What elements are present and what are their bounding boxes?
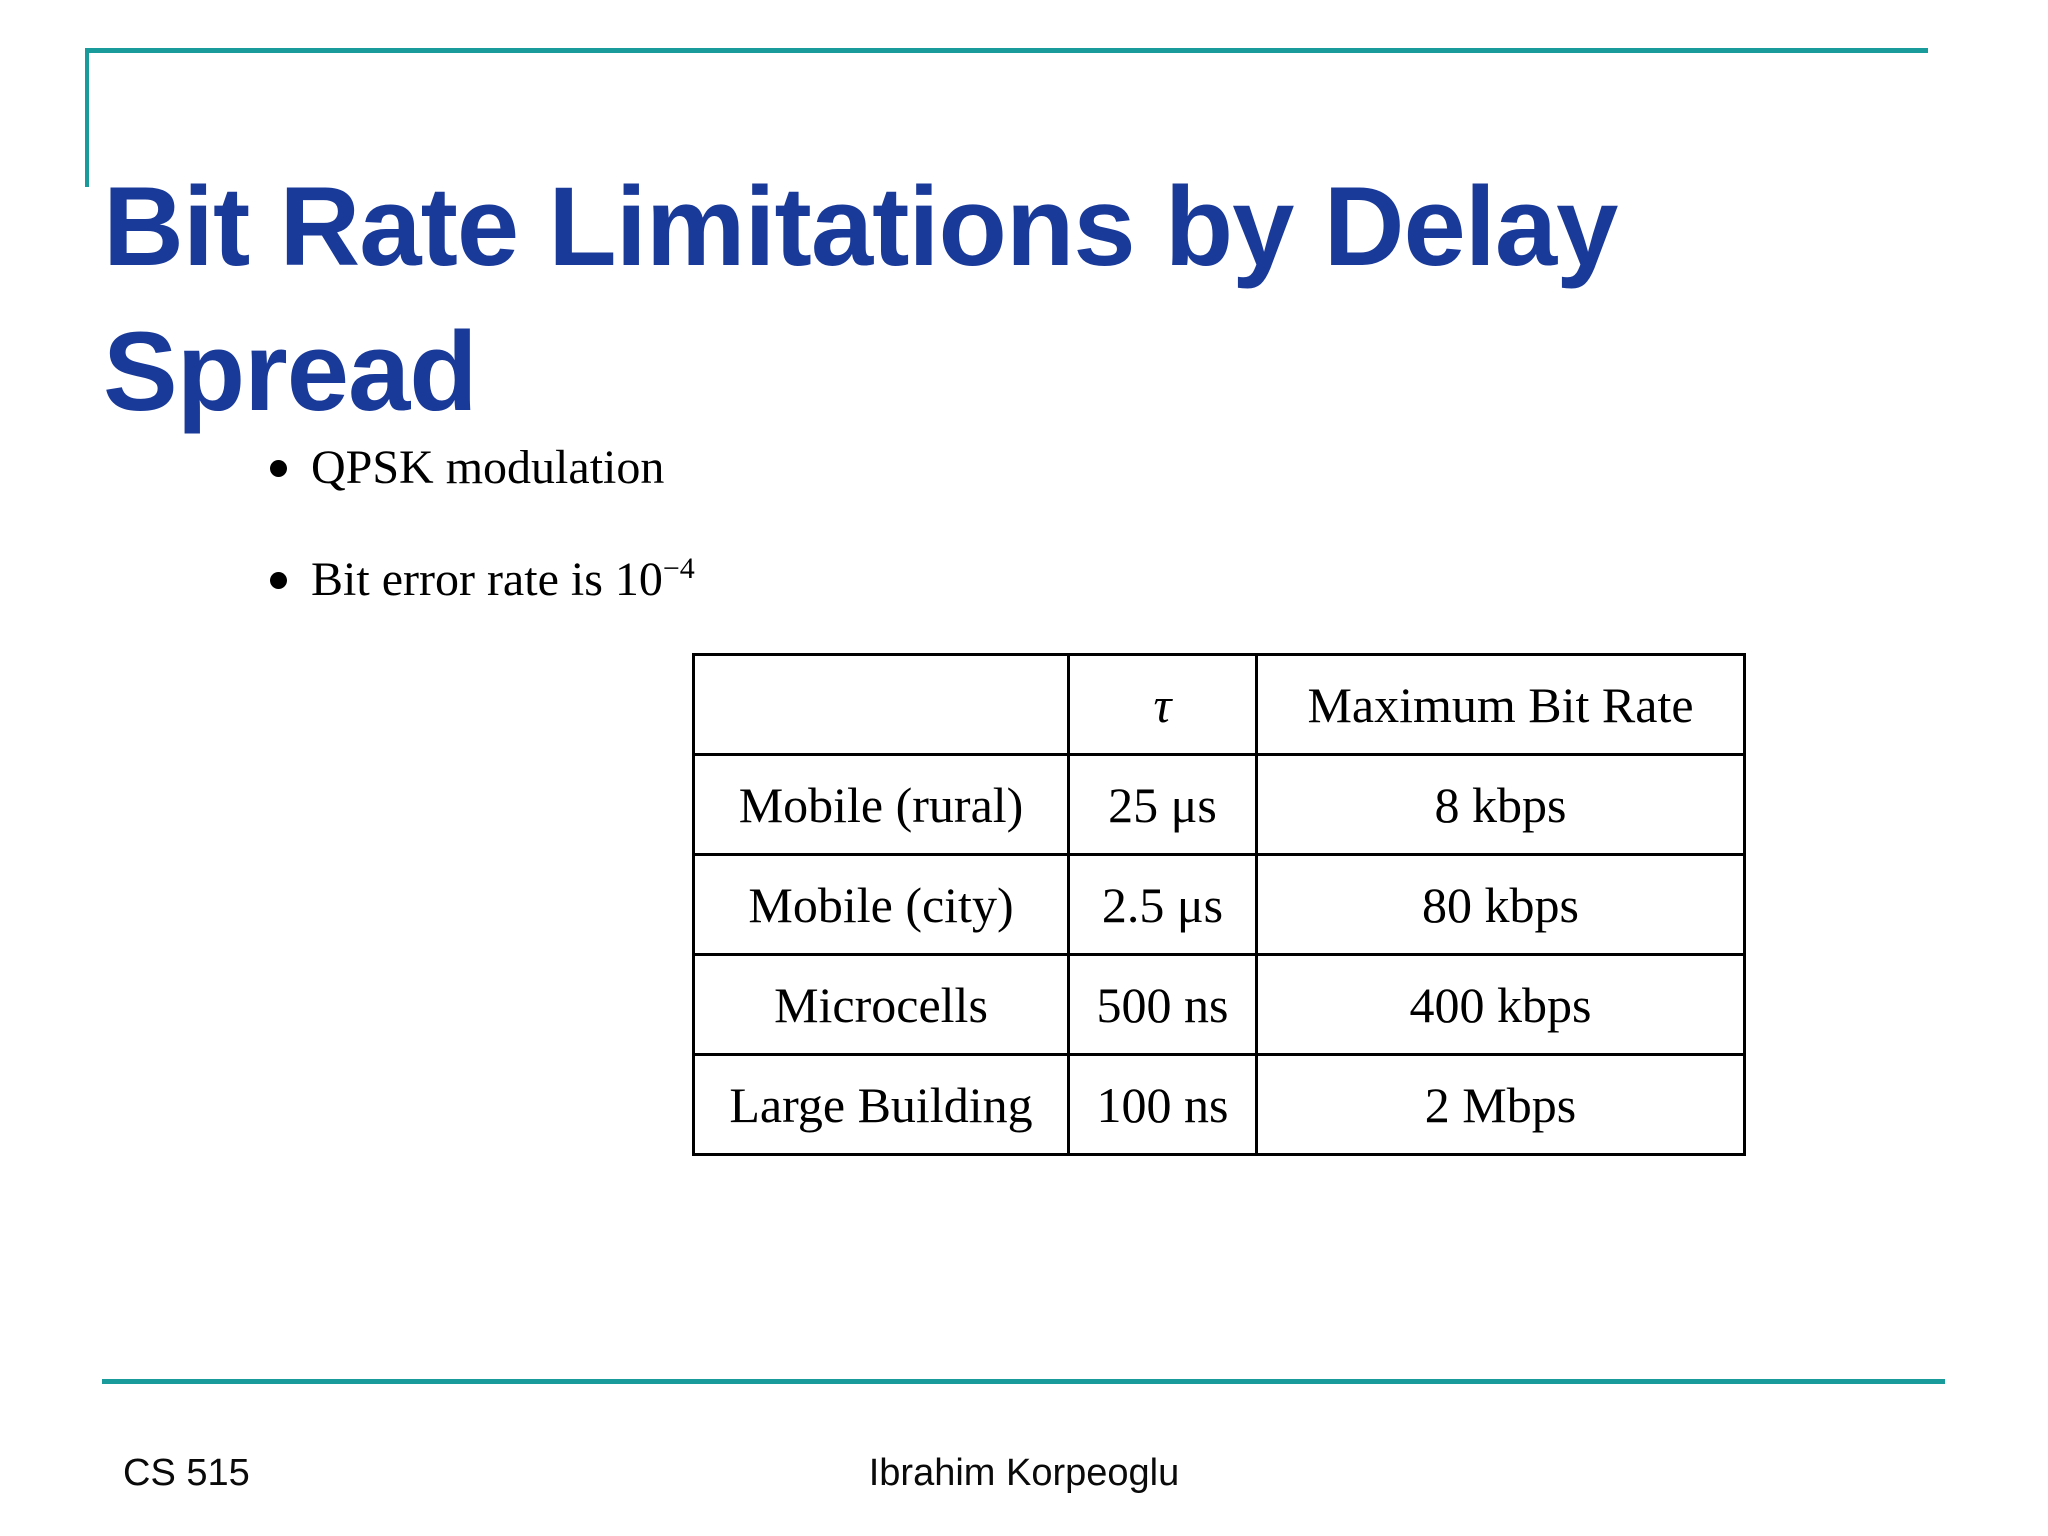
- bullet-text: QPSK modulation: [311, 438, 664, 498]
- footer-author-label: Ibrahim Korpeoglu: [868, 1452, 1180, 1494]
- bullet-icon: [270, 460, 287, 477]
- delay-spread-table: τ Maximum Bit Rate Mobile (rural) 25 μs …: [692, 653, 1746, 1156]
- header-cell-blank: [692, 653, 1070, 756]
- bullet-text-main: QPSK modulation: [311, 441, 665, 494]
- left-accent-line: [85, 48, 89, 187]
- cell-delay-spread: 25 μs: [1067, 753, 1258, 856]
- slide-title: Bit Rate Limitations by Delay Spread: [103, 154, 1618, 444]
- cell-delay-spread: 2.5 μs: [1067, 853, 1258, 956]
- table-row: Large Building 100 ns 2 Mbps: [692, 1053, 1746, 1156]
- cell-environment: Mobile (city): [692, 853, 1070, 956]
- cell-environment: Microcells: [692, 953, 1070, 1056]
- table-row: Mobile (rural) 25 μs 8 kbps: [692, 753, 1746, 856]
- cell-environment: Mobile (rural): [692, 753, 1070, 856]
- cell-max-bit-rate: 8 kbps: [1255, 753, 1746, 856]
- bullet-list: QPSK modulation Bit error rate is 10−4: [270, 438, 695, 662]
- bullet-icon: [270, 572, 287, 589]
- header-cell-tau: τ: [1067, 653, 1258, 756]
- cell-delay-spread: 500 ns: [1067, 953, 1258, 1056]
- bullet-item-ber: Bit error rate is 10−4: [270, 550, 695, 610]
- bullet-text: Bit error rate is 10−4: [311, 550, 695, 610]
- cell-delay-spread: 100 ns: [1067, 1053, 1258, 1156]
- table-header-row: τ Maximum Bit Rate: [692, 653, 1746, 756]
- table-row: Microcells 500 ns 400 kbps: [692, 953, 1746, 1056]
- top-accent-line: [85, 48, 1928, 53]
- cell-environment: Large Building: [692, 1053, 1070, 1156]
- bullet-text-main: Bit error rate is 10: [311, 553, 663, 606]
- cell-max-bit-rate: 400 kbps: [1255, 953, 1746, 1056]
- cell-max-bit-rate: 2 Mbps: [1255, 1053, 1746, 1156]
- title-line-1: Bit Rate Limitations by Delay: [103, 164, 1618, 289]
- table-row: Mobile (city) 2.5 μs 80 kbps: [692, 853, 1746, 956]
- header-cell-max-bit-rate: Maximum Bit Rate: [1255, 653, 1746, 756]
- title-line-2: Spread: [103, 309, 478, 434]
- footer-course-label: CS 515: [123, 1452, 250, 1494]
- bullet-superscript: −4: [662, 552, 695, 585]
- cell-max-bit-rate: 80 kbps: [1255, 853, 1746, 956]
- bullet-item-qpsk: QPSK modulation: [270, 438, 695, 498]
- bottom-accent-line: [102, 1379, 1945, 1384]
